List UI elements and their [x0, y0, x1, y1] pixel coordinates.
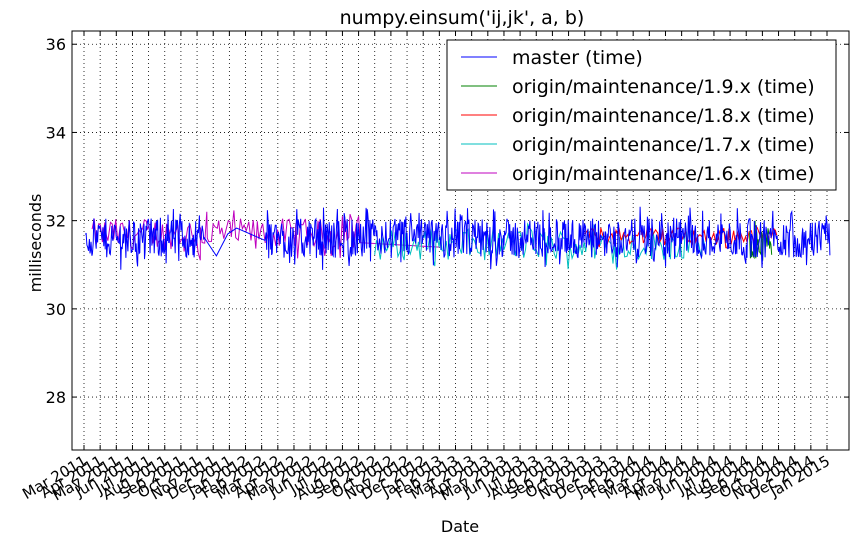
legend-label: origin/maintenance/1.6.x (time) [512, 163, 815, 185]
y-tick-label: 36 [46, 35, 66, 54]
y-tick-label: 34 [46, 123, 66, 142]
y-axis-label: milliseconds [26, 194, 45, 293]
series-group [85, 206, 831, 270]
legend: master (time) origin/maintenance/1.9.x (t… [446, 39, 837, 191]
series-line-4 [91, 210, 440, 261]
x-axis-label: Date [441, 517, 479, 536]
y-tick-label: 30 [46, 300, 66, 319]
y-tick-label: 28 [46, 388, 66, 407]
legend-box [446, 39, 837, 191]
axes-frame [71, 30, 850, 451]
chart-title: numpy.einsum('ij,jk', a, b) [340, 7, 585, 29]
series-line-1 [749, 220, 773, 261]
y-tick-label: 32 [46, 212, 66, 231]
legend-label: origin/maintenance/1.8.x (time) [512, 105, 815, 127]
legend-label: master (time) [512, 47, 643, 69]
legend-label: origin/maintenance/1.9.x (time) [512, 76, 815, 98]
legend-label: origin/maintenance/1.7.x (time) [512, 134, 815, 156]
series-line-0 [85, 206, 831, 270]
